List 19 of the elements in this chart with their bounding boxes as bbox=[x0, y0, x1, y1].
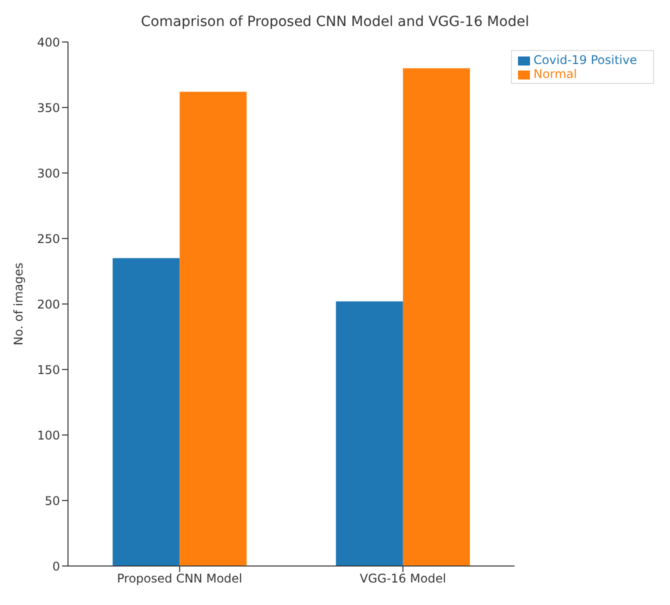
chart-title: Comaprison of Proposed CNN Model and VGG-16 Model bbox=[140, 13, 530, 32]
bar bbox=[402, 68, 470, 566]
bar bbox=[112, 258, 180, 566]
y-tick-label: 150 bbox=[37, 362, 60, 377]
y-tick-label: 350 bbox=[37, 100, 60, 115]
y-tick-label: 300 bbox=[37, 166, 60, 180]
x-tick-label: VGG-16 Model bbox=[360, 572, 446, 586]
y-tick-label: 50 bbox=[44, 494, 60, 508]
x-tick-label: Proposed CNN Model bbox=[117, 572, 242, 586]
y-tick-label: 0 bbox=[52, 559, 60, 574]
bar bbox=[180, 92, 247, 566]
y-tick-label: 400 bbox=[37, 35, 60, 50]
y-tick-label: 250 bbox=[37, 232, 60, 246]
y-tick-label: 100 bbox=[37, 428, 60, 442]
legend-label: Covid-19 Positive bbox=[534, 53, 637, 67]
y-axis-title: No. of images bbox=[11, 262, 26, 346]
legend-label: Normal bbox=[534, 67, 577, 81]
bar bbox=[336, 301, 403, 566]
y-tick-label: 200 bbox=[37, 297, 60, 312]
